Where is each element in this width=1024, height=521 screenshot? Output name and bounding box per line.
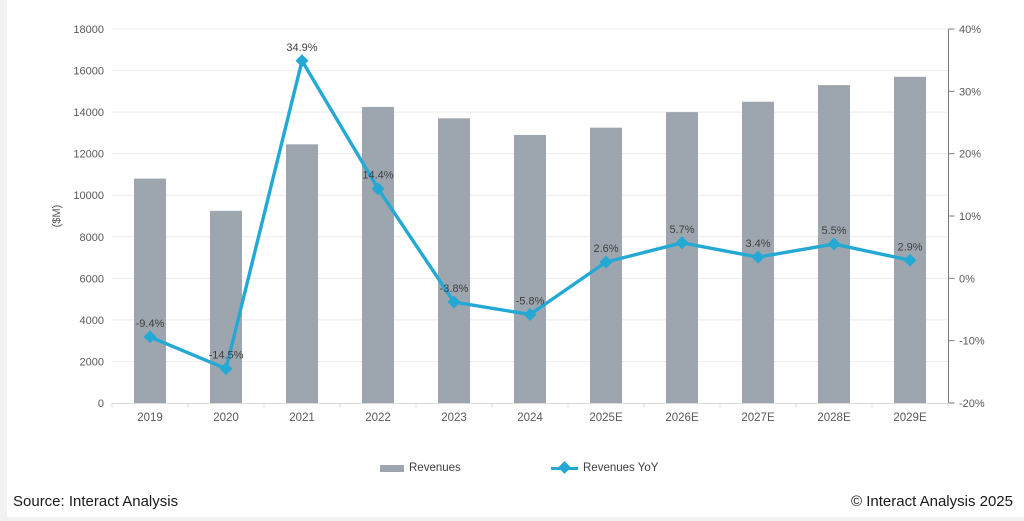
yoy-diamond-icon <box>558 461 571 474</box>
legend-label-revenues-yoy: Revenues YoY <box>583 462 659 474</box>
right-axis-tick-label: 40% <box>959 24 981 36</box>
left-axis-tick-label: 18000 <box>73 24 104 36</box>
yoy-marker-2021 <box>295 54 309 68</box>
left-axis-tick-label: 2000 <box>80 356 104 368</box>
yoy-marker-2027E <box>751 250 765 264</box>
yoy-data-label-2023: -3.8% <box>440 283 469 295</box>
right-axis-tick-label: 20% <box>959 149 981 161</box>
x-axis-label-2029E: 2029E <box>893 412 927 424</box>
page-left-edge <box>0 0 7 521</box>
x-axis-label-2020: 2020 <box>213 412 239 424</box>
revenue-bar-2026E <box>666 112 698 403</box>
gridlines <box>112 28 948 362</box>
yoy-line-swatch-icon <box>551 461 578 474</box>
yoy-marker-2029E <box>903 253 917 267</box>
left-axis-tick-label: 10000 <box>73 190 104 202</box>
x-axis-label-2027E: 2027E <box>741 412 775 424</box>
yoy-data-label-2026E: 5.7% <box>669 224 694 236</box>
x-axis <box>111 403 949 408</box>
legend-item-revenues: Revenues <box>380 461 461 475</box>
right-axis-tick-label: -20% <box>959 398 985 410</box>
left-axis-tick-label: 0 <box>98 398 104 410</box>
yoy-data-label-2028E: 5.5% <box>821 225 846 237</box>
left-axis-tick-label: 8000 <box>80 232 104 244</box>
copyright-text: © Interact Analysis 2025 <box>851 493 1013 510</box>
yoy-markers <box>143 54 917 376</box>
revenue-bar-2021 <box>286 144 318 404</box>
legend-item-revenues-yoy: Revenues YoY <box>551 461 658 475</box>
yoy-marker-2023 <box>447 295 461 309</box>
yoy-marker-2028E <box>827 237 841 251</box>
source-text: Source: Interact Analysis <box>13 493 179 510</box>
x-axis-category-labels: 2019 2020 2021 2022 2023 2024 2025E 2026E 2027E 2… <box>137 412 927 424</box>
x-axis-label-2025E: 2025E <box>589 412 623 424</box>
x-axis-label-2028E: 2028E <box>817 412 851 424</box>
left-axis-title: ($M) <box>51 205 63 228</box>
left-axis-tick-label: 4000 <box>80 315 104 327</box>
revenue-bar-2023 <box>438 118 470 403</box>
right-axis-tick-label: 10% <box>959 211 981 223</box>
left-axis-tick-label: 14000 <box>73 107 104 119</box>
yoy-marker-2025E <box>599 255 613 269</box>
revenue-bars <box>134 76 926 404</box>
yoy-marker-2020 <box>219 362 233 376</box>
x-axis-label-2023: 2023 <box>441 412 467 424</box>
yoy-data-label-2022: 14.4% <box>362 170 393 182</box>
right-axis-tick-label: 30% <box>959 86 981 98</box>
left-axis-tick-label: 6000 <box>80 273 104 285</box>
left-axis-labels: 0 2000 4000 6000 8000 10000 12000 14000 16000 180… <box>73 24 104 410</box>
x-axis-label-2026E: 2026E <box>665 412 699 424</box>
right-axis: -20% -10% 0% 10% 20% 30% 40% <box>948 24 985 410</box>
chart-canvas: 0 2000 4000 6000 8000 10000 12000 14000 16000 180… <box>51 24 985 424</box>
yoy-data-label-2019: -9.4% <box>136 318 165 330</box>
x-axis-label-2021: 2021 <box>289 412 315 424</box>
x-axis-label-2019: 2019 <box>137 412 163 424</box>
yoy-data-label-2025E: 2.6% <box>593 243 618 255</box>
yoy-data-label-2029E: 2.9% <box>897 241 922 253</box>
left-axis-tick-label: 12000 <box>73 149 104 161</box>
yoy-marker-2026E <box>675 236 689 250</box>
yoy-data-label-2020: -14.5% <box>209 350 244 362</box>
x-axis-label-2022: 2022 <box>365 412 391 424</box>
revenue-bar-2022 <box>362 106 394 404</box>
revenue-bar-2029E <box>894 76 926 404</box>
yoy-data-label-2024: -5.8% <box>516 295 545 307</box>
yoy-marker-2024 <box>523 307 537 321</box>
left-axis-tick-label: 16000 <box>73 66 104 78</box>
legend-label-revenues: Revenues <box>409 462 461 474</box>
x-axis-label-2024: 2024 <box>517 412 543 424</box>
yoy-data-labels: -9.4% -14.5% 34.9% 14.4% -3.8% -5.8% 2.6% 5.7% 3… <box>136 42 923 362</box>
revenue-bar-2024 <box>514 134 546 403</box>
page-bottom-edge <box>0 517 1024 521</box>
yoy-marker-2022 <box>371 182 385 196</box>
yoy-data-label-2027E: 3.4% <box>745 238 770 250</box>
yoy-data-label-2021: 34.9% <box>286 42 317 54</box>
revenues-bar-swatch-icon <box>380 464 404 472</box>
right-axis-tick-label: -10% <box>959 336 985 348</box>
yoy-marker-2019 <box>143 330 157 344</box>
revenue-bar-2019 <box>134 178 166 403</box>
right-axis-tick-label: 0% <box>959 273 975 285</box>
